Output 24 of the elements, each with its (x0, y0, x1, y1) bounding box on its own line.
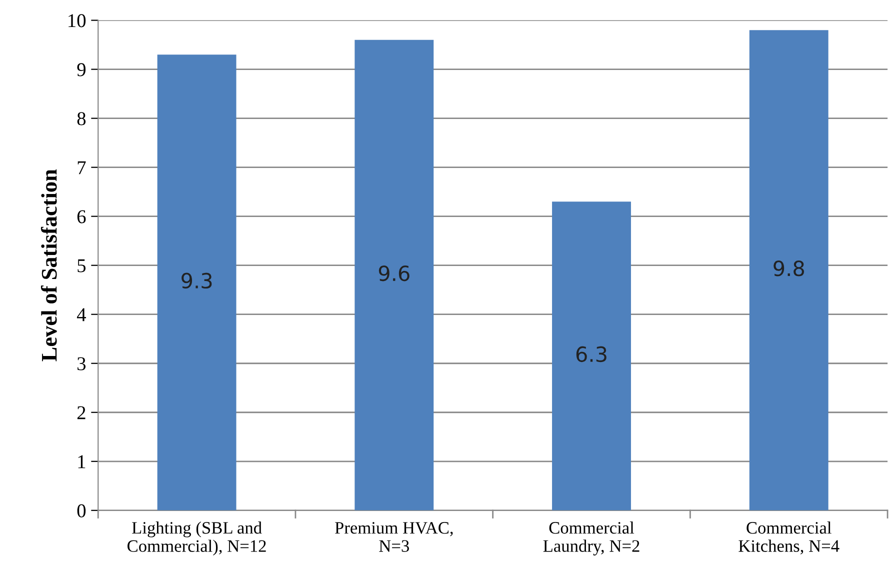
y-tick-label: 4 (76, 308, 86, 322)
bar (552, 202, 631, 510)
y-tick-label: 0 (77, 504, 86, 518)
data-label: 6.3 (576, 346, 606, 362)
data-label: 9.6 (378, 265, 410, 282)
data-label: 9.3 (182, 272, 212, 289)
y-axis-title: Level of Satisfaction (40, 169, 57, 362)
bar (354, 40, 434, 510)
x-tick-label: Premium HVAC, N=3 (335, 522, 453, 552)
bar (157, 54, 236, 510)
x-tick-label: Commercial Laundry, N=2 (543, 522, 640, 556)
y-tick-label: 5 (78, 259, 86, 272)
x-tick-label: Commercial Kitchens, N=4 (738, 522, 840, 554)
y-tick-label: 1 (78, 455, 86, 468)
y-tick-label: 9 (77, 63, 86, 76)
y-tick-label: 10 (68, 14, 86, 28)
y-tick-label: 3 (78, 357, 86, 370)
y-tick-label: 6 (77, 210, 86, 224)
y-tick-label: 8 (77, 112, 86, 126)
data-label: 9.8 (774, 260, 804, 276)
y-tick-label: 2 (77, 406, 86, 420)
bar (749, 30, 828, 510)
y-tick-label: 7 (78, 161, 86, 174)
x-tick-label: Lighting (SBL and Commercial), N=12 (128, 522, 266, 556)
